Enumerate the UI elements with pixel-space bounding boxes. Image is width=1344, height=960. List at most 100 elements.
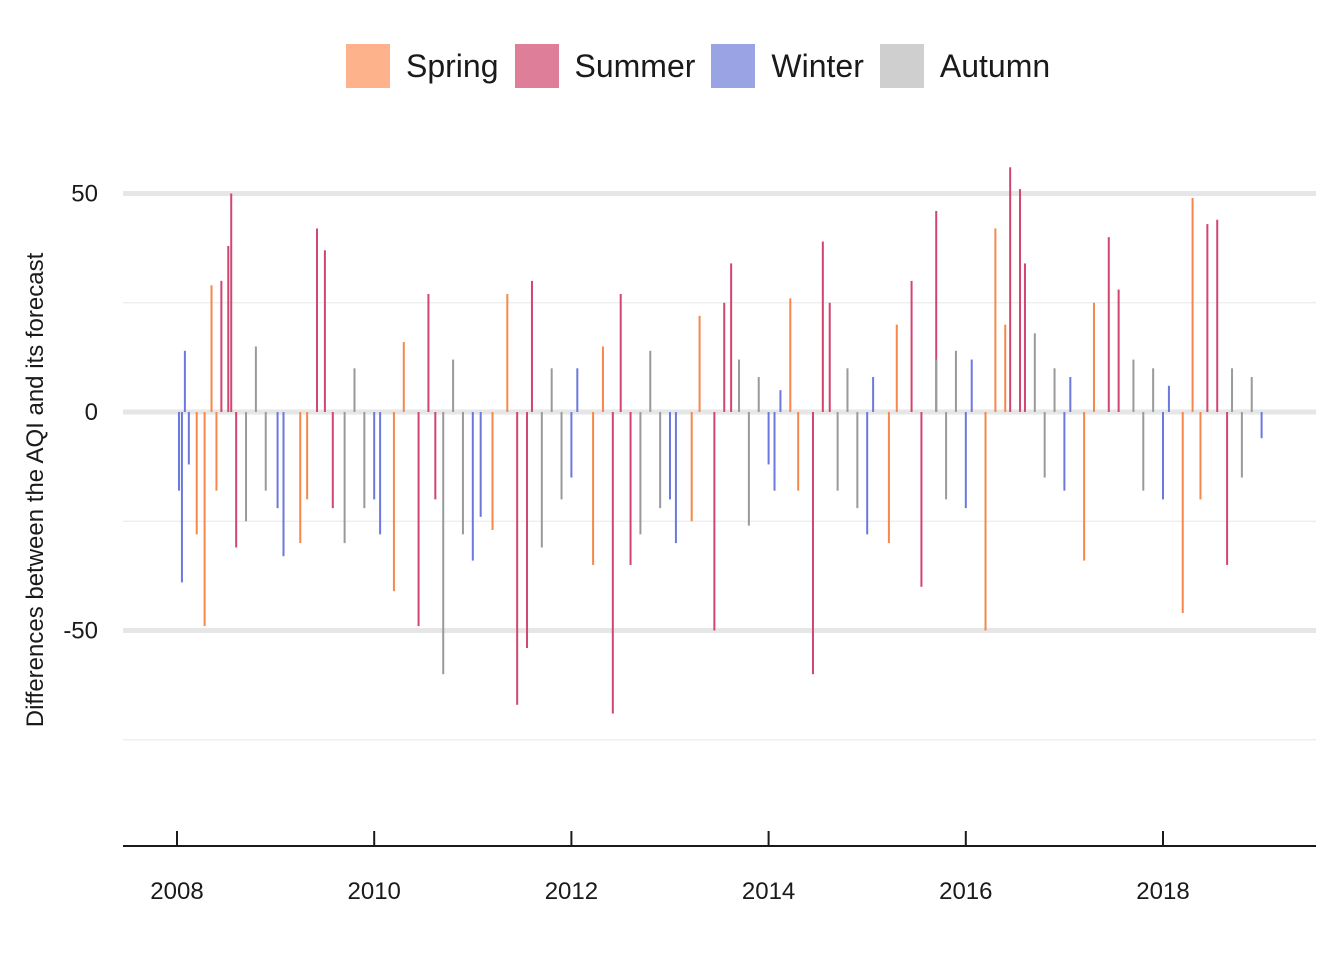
legend-label: Summer bbox=[574, 47, 696, 84]
bar-autumn bbox=[856, 412, 859, 509]
bar-summer bbox=[828, 302, 831, 412]
bar-winter bbox=[767, 412, 770, 465]
bar-spring bbox=[1004, 324, 1007, 412]
legend-label: Autumn bbox=[939, 47, 1051, 84]
bar-summer bbox=[1226, 412, 1229, 565]
bar-autumn bbox=[659, 412, 662, 509]
bar-spring bbox=[984, 412, 987, 631]
bar-autumn bbox=[452, 359, 455, 412]
bars bbox=[177, 167, 1263, 714]
bar-spring bbox=[306, 412, 309, 500]
bar-autumn bbox=[1240, 412, 1243, 478]
bar-autumn bbox=[935, 359, 938, 412]
bar-summer bbox=[1023, 263, 1026, 412]
bar-winter bbox=[1063, 412, 1066, 491]
bar-summer bbox=[811, 412, 814, 675]
legend-item-summer: Summer bbox=[514, 44, 696, 88]
bar-winter bbox=[1167, 385, 1170, 412]
bar-summer bbox=[1117, 289, 1120, 412]
bar-summer bbox=[935, 210, 938, 412]
bar-autumn bbox=[1231, 368, 1234, 412]
bar-autumn bbox=[1043, 412, 1046, 478]
legend-swatch bbox=[346, 44, 390, 88]
bar-summer bbox=[611, 412, 614, 714]
legend-item-autumn: Autumn bbox=[879, 44, 1051, 88]
bar-spring bbox=[203, 412, 206, 627]
x-tick-label: 2012 bbox=[545, 878, 598, 905]
bar-summer bbox=[230, 193, 233, 412]
bar-autumn bbox=[550, 368, 553, 412]
bar-summer bbox=[331, 412, 334, 509]
bar-autumn bbox=[649, 350, 652, 412]
bar-summer bbox=[1019, 189, 1022, 412]
bar-autumn bbox=[540, 412, 543, 548]
bar-summer bbox=[220, 280, 223, 412]
x-tick-label: 2010 bbox=[348, 878, 401, 905]
bar-summer bbox=[316, 228, 319, 412]
bar-summer bbox=[1009, 167, 1012, 412]
bar-spring bbox=[1191, 197, 1194, 412]
bar-spring bbox=[210, 285, 213, 412]
bar-winter bbox=[479, 412, 482, 517]
bar-spring bbox=[491, 412, 494, 530]
bar-winter bbox=[970, 359, 973, 412]
bar-autumn bbox=[639, 412, 642, 535]
bar-spring bbox=[1199, 412, 1202, 500]
bar-spring bbox=[994, 228, 997, 412]
bar-winter bbox=[669, 412, 671, 500]
bar-winter bbox=[183, 350, 186, 412]
y-tick-label: 0 bbox=[85, 399, 98, 426]
bar-summer bbox=[1107, 237, 1110, 412]
x-tick-label: 2018 bbox=[1136, 878, 1189, 905]
bar-spring bbox=[895, 324, 898, 412]
bar-winter bbox=[471, 412, 474, 561]
bar-winter bbox=[872, 377, 875, 412]
legend-swatch bbox=[879, 44, 924, 88]
bar-autumn bbox=[945, 412, 948, 500]
bar-spring bbox=[690, 412, 693, 522]
bar-summer bbox=[821, 241, 824, 412]
bar-summer bbox=[713, 412, 716, 631]
legend-swatch bbox=[514, 44, 559, 88]
x-tick-label: 2008 bbox=[150, 878, 203, 905]
bar-autumn bbox=[1142, 412, 1145, 491]
bar-summer bbox=[427, 294, 430, 412]
bar-autumn bbox=[1132, 359, 1135, 412]
bar-winter bbox=[779, 390, 782, 412]
bar-autumn bbox=[264, 412, 267, 491]
bar-autumn bbox=[954, 350, 957, 412]
bar-autumn bbox=[363, 412, 366, 509]
bar-autumn bbox=[343, 412, 346, 544]
bar-summer bbox=[526, 412, 529, 648]
bar-winter bbox=[1162, 412, 1164, 500]
bar-spring bbox=[215, 412, 218, 491]
legend-item-spring: Spring bbox=[346, 44, 499, 88]
bar-winter bbox=[1260, 412, 1263, 439]
bar-autumn bbox=[442, 412, 445, 675]
bar-winter bbox=[773, 412, 776, 491]
legend-item-winter: Winter bbox=[711, 44, 864, 88]
bar-winter bbox=[180, 412, 183, 583]
bar-winter bbox=[866, 412, 869, 535]
bar-spring bbox=[392, 412, 395, 592]
bar-winter bbox=[373, 412, 376, 500]
bar-spring bbox=[887, 412, 890, 544]
bar-autumn bbox=[1053, 368, 1056, 412]
bar-winter bbox=[964, 412, 967, 509]
x-tick-label: 2016 bbox=[939, 878, 992, 905]
bar-autumn bbox=[747, 412, 750, 526]
bar-autumn bbox=[1033, 333, 1036, 412]
bar-autumn bbox=[353, 368, 356, 412]
bar-winter bbox=[282, 412, 285, 557]
bar-spring bbox=[195, 412, 198, 535]
bar-summer bbox=[323, 250, 326, 412]
legend-label: Winter bbox=[771, 47, 864, 84]
bar-spring bbox=[1181, 412, 1184, 614]
bar-spring bbox=[592, 412, 595, 565]
bar-autumn bbox=[461, 412, 464, 535]
bar-winter bbox=[177, 412, 180, 491]
bar-summer bbox=[629, 412, 632, 565]
bar-summer bbox=[235, 412, 238, 548]
bar-autumn bbox=[836, 412, 839, 491]
